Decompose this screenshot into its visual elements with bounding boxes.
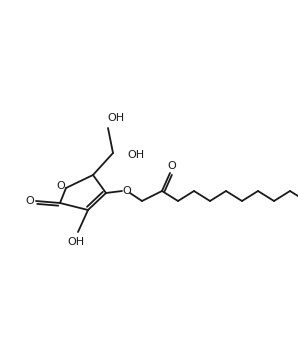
Text: OH: OH [108,113,125,123]
Text: O: O [57,181,65,191]
Text: O: O [167,161,176,171]
Text: OH: OH [67,237,85,247]
Text: OH: OH [127,150,144,160]
Text: O: O [26,196,34,206]
Text: O: O [122,186,131,196]
